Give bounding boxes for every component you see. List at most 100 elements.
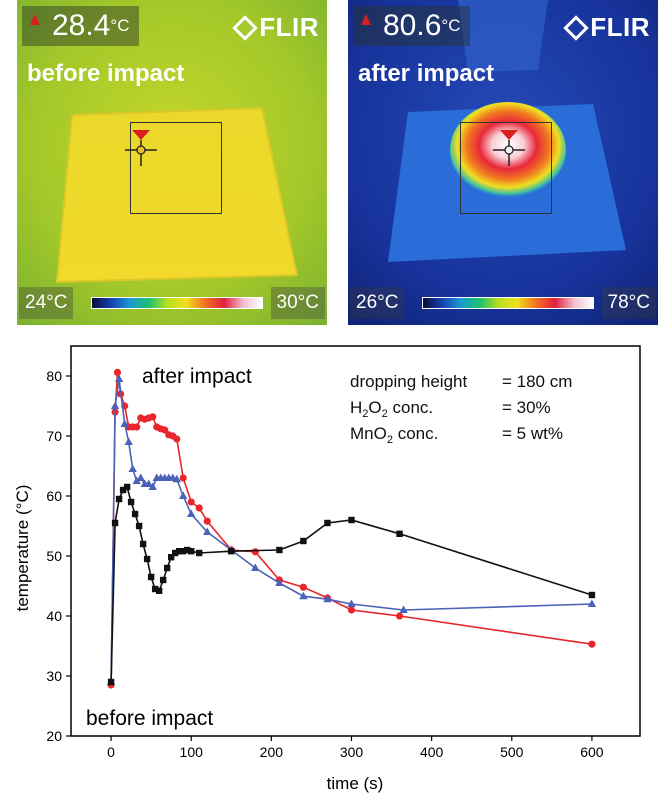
data-point [324, 519, 331, 527]
data-point [151, 585, 159, 593]
data-point [188, 548, 195, 555]
color-scale-bar [91, 297, 263, 309]
param-dropping-height-label: dropping height [350, 372, 467, 391]
data-point [127, 498, 135, 506]
marker-triangle-icon [361, 13, 371, 25]
y-tick-label: 80 [46, 368, 62, 384]
y-tick-label: 40 [46, 608, 62, 624]
data-point [348, 516, 355, 524]
data-point [228, 548, 235, 555]
data-point [275, 578, 284, 586]
plot-frame [70, 345, 641, 737]
data-point [588, 591, 596, 599]
param-h2o2-label: H2O2 conc. [350, 398, 433, 420]
data-point [203, 517, 211, 525]
marker-triangle-icon [30, 13, 40, 25]
data-point [161, 426, 169, 434]
data-point [251, 548, 259, 556]
y-axis-label: temperature (°C) [13, 485, 32, 612]
parameters-box: dropping height = 180 cm H2O2 conc. = 30… [350, 372, 572, 446]
flir-mark-icon [563, 14, 589, 41]
scale-max-label: 78°C [601, 287, 656, 319]
data-point [148, 482, 157, 490]
temperature-readout: 80.6 °C [353, 6, 471, 46]
y-tick-label: 70 [46, 428, 62, 444]
data-point [123, 483, 131, 491]
crosshair-icon [493, 130, 525, 166]
data-point [588, 640, 596, 648]
data-point [107, 678, 115, 686]
data-point [120, 419, 129, 427]
series-square [107, 483, 596, 686]
data-point [179, 474, 187, 482]
readout-value: 80.6 [383, 9, 442, 42]
scale-min-label: 26°C [350, 287, 405, 319]
param-mno2-label: MnO2 conc. [350, 424, 438, 446]
thermal-image-after: 80.6 °C FLIR after impact 26°C 78°C [348, 0, 658, 325]
data-point [187, 509, 196, 517]
data-point [135, 522, 143, 530]
data-point [143, 555, 151, 563]
data-point [115, 495, 123, 503]
data-point [300, 537, 307, 545]
x-tick-label: 500 [500, 744, 524, 760]
data-point [178, 491, 188, 499]
data-point [173, 435, 181, 443]
annotation-before-impact: before impact [86, 707, 213, 730]
data-point [124, 437, 133, 445]
param-mno2-value: = 5 wt% [502, 424, 563, 443]
data-point [136, 473, 145, 481]
data-point [323, 594, 332, 603]
data-point [399, 605, 408, 613]
readout-unit: °C [441, 16, 461, 35]
image-caption: after impact [358, 60, 495, 87]
series-triangle [106, 374, 597, 685]
data-point [203, 527, 212, 535]
brand-text: FLIR [590, 12, 650, 42]
data-point [147, 573, 155, 581]
data-point [144, 479, 153, 487]
data-point [139, 540, 147, 548]
temperature-readout: 28.4 °C [22, 6, 140, 46]
data-point [159, 576, 167, 584]
color-scale-bar [422, 297, 594, 309]
chart-svg: 0 100 200 300 400 500 600 20 30 40 50 60 70 80 temper… [13, 345, 641, 793]
brand-text: FLIR [259, 12, 319, 42]
data-point [119, 486, 127, 494]
data-point [299, 591, 308, 600]
scale-max-label: 30°C [270, 287, 325, 319]
data-point [114, 374, 124, 382]
data-point [172, 474, 181, 483]
data-point [128, 464, 137, 472]
y-tick-label: 50 [46, 548, 62, 564]
data-point [196, 549, 203, 557]
data-point [396, 530, 403, 537]
data-point [110, 401, 120, 409]
x-axis-label: time (s) [327, 774, 384, 793]
data-point [132, 476, 141, 484]
data-point [171, 549, 179, 557]
flir-mark-icon [232, 14, 258, 41]
temperature-chart: 0 100 200 300 400 500 600 20 30 40 50 60 70 80 temper… [0, 338, 658, 798]
data-point [587, 599, 597, 607]
image-caption: before impact [27, 60, 185, 87]
y-tick-label: 20 [46, 728, 62, 744]
x-tick-label: 300 [340, 744, 364, 760]
series-line [110, 485, 593, 683]
data-point [175, 548, 183, 555]
readout-value: 28.4 [52, 9, 111, 42]
data-point [149, 413, 157, 421]
readout-unit: °C [110, 16, 130, 35]
data-point [187, 498, 195, 506]
data-point [347, 599, 356, 607]
measurement-box [460, 122, 552, 214]
annotation-after-impact: after impact [142, 365, 252, 388]
flir-logo: FLIR [232, 12, 319, 43]
data-point [111, 519, 119, 527]
data-point [347, 606, 356, 614]
thermal-scene-before [17, 0, 327, 325]
data-point [131, 510, 139, 518]
x-tick-label: 600 [580, 744, 604, 760]
x-tick-label: 200 [260, 744, 284, 760]
param-h2o2-value: = 30% [502, 398, 551, 417]
